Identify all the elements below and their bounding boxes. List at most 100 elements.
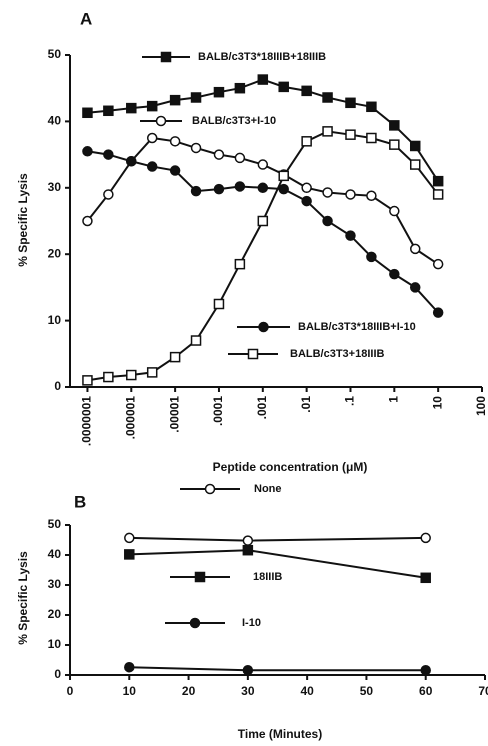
data-point xyxy=(301,195,312,207)
data-point xyxy=(432,258,444,270)
y-tick-label: 30 xyxy=(48,180,62,194)
data-point xyxy=(126,155,137,167)
x-axis-label: Peptide concentration (μM) xyxy=(213,460,368,474)
panel-label: A xyxy=(80,9,92,28)
data-point xyxy=(301,85,312,97)
y-tick-label: 10 xyxy=(48,637,62,651)
data-point xyxy=(345,189,356,200)
x-tick-label: 30 xyxy=(241,684,255,698)
data-point xyxy=(242,535,254,546)
x-tick-label: .00001 xyxy=(167,396,181,433)
data-point xyxy=(103,105,114,117)
data-point xyxy=(420,664,431,676)
series-line xyxy=(129,536,426,542)
data-point xyxy=(146,367,158,378)
data-point xyxy=(278,170,289,182)
data-point xyxy=(124,549,135,560)
data-point xyxy=(213,149,225,160)
data-point xyxy=(432,307,444,318)
y-axis-label: % Specific Lysis xyxy=(16,551,30,645)
data-point xyxy=(213,298,225,310)
data-point xyxy=(432,175,444,187)
data-point xyxy=(82,146,93,157)
data-point xyxy=(169,94,181,106)
y-tick-label: 50 xyxy=(48,47,62,61)
data-point xyxy=(103,149,114,160)
data-point xyxy=(409,243,421,255)
x-tick-label: 1 xyxy=(386,396,400,403)
y-tick-label: 20 xyxy=(48,246,62,260)
y-axis-label: % Specific Lysis xyxy=(16,173,30,267)
series-line xyxy=(86,136,439,265)
data-point xyxy=(213,183,225,195)
series-line xyxy=(87,150,439,314)
x-tick-label: .1 xyxy=(343,396,357,406)
data-point xyxy=(301,182,312,194)
data-point xyxy=(103,189,114,200)
x-tick-label: 100 xyxy=(474,396,488,416)
data-point xyxy=(322,187,333,198)
y-tick-label: 40 xyxy=(48,547,62,561)
legend-label: BALB/c3T3*18IIIB+I-10 xyxy=(298,321,416,333)
data-point xyxy=(278,81,289,93)
panel-label: B xyxy=(74,492,86,511)
legend-marker xyxy=(247,348,259,360)
data-point xyxy=(389,268,400,280)
y-tick-label: 30 xyxy=(48,577,62,591)
data-point xyxy=(257,159,269,170)
data-point xyxy=(322,215,333,227)
legend-marker xyxy=(155,115,167,127)
data-point xyxy=(146,161,158,172)
data-point xyxy=(234,152,246,164)
data-point xyxy=(420,532,431,544)
data-point xyxy=(82,107,93,119)
data-point xyxy=(409,159,421,170)
x-tick-label: 40 xyxy=(300,684,314,698)
data-point xyxy=(301,136,312,147)
data-point xyxy=(257,74,269,85)
y-tick-label: 50 xyxy=(48,517,62,531)
data-point xyxy=(389,139,400,150)
data-point xyxy=(366,251,377,263)
data-point xyxy=(432,189,444,200)
legend-label: I-10 xyxy=(242,617,261,629)
data-point xyxy=(169,136,181,147)
legend-marker xyxy=(194,571,206,583)
data-point xyxy=(257,182,269,194)
data-point xyxy=(366,101,377,113)
legend-label: 18IIIB xyxy=(253,571,282,583)
x-tick-label: .001 xyxy=(255,396,269,420)
y-tick-label: 10 xyxy=(48,313,62,327)
data-point xyxy=(345,230,356,241)
data-point xyxy=(213,86,225,98)
data-point xyxy=(190,185,202,197)
y-tick-label: 0 xyxy=(54,379,61,393)
legend-marker xyxy=(189,617,201,629)
x-tick-label: .0000001 xyxy=(80,396,94,446)
data-point xyxy=(124,661,135,673)
legend-marker xyxy=(160,51,172,63)
x-tick-label: 20 xyxy=(182,684,196,698)
x-tick-label: .01 xyxy=(299,396,313,413)
x-tick-label: 70 xyxy=(478,684,488,698)
data-point xyxy=(169,165,181,176)
legend-label: BALB/c3T3+I-10 xyxy=(192,115,276,127)
data-point xyxy=(322,92,333,103)
data-point xyxy=(322,126,333,137)
legend-label: BALB/c3T3*18IIIB+18IIIB xyxy=(198,51,326,63)
data-point xyxy=(366,190,377,202)
data-point xyxy=(242,664,254,676)
data-point xyxy=(82,375,93,386)
x-tick-label: .0001 xyxy=(211,396,225,426)
x-tick-label: 50 xyxy=(360,684,374,698)
data-point xyxy=(234,82,246,94)
x-tick-label: .000001 xyxy=(123,396,137,440)
data-point xyxy=(278,183,289,195)
data-point xyxy=(420,572,431,584)
y-tick-label: 20 xyxy=(48,607,62,621)
data-point xyxy=(82,215,93,227)
data-point xyxy=(234,181,246,192)
legend-label: BALB/c3T3+18IIIB xyxy=(290,348,385,360)
x-axis-label: Time (Minutes) xyxy=(238,727,322,741)
